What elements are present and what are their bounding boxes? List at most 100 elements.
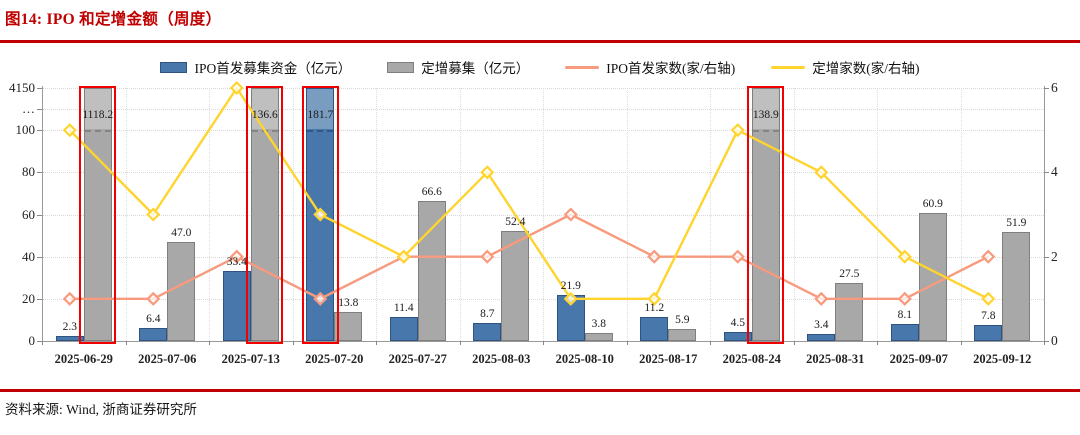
x-axis-tick: [1044, 341, 1045, 345]
gridline-vertical: [877, 88, 878, 341]
x-axis-label: 2025-08-03: [472, 352, 531, 366]
bar-value-label: 21.9: [560, 279, 581, 292]
x-axis-label: 2025-08-24: [722, 352, 781, 366]
y-axis-right-tick-label: 6: [1051, 80, 1058, 95]
x-axis-label: 2025-09-07: [889, 352, 948, 366]
y-axis-tick: [37, 214, 42, 216]
y-axis-right-tick-label: 4: [1051, 164, 1058, 180]
line-swatch-icon: [565, 65, 600, 69]
title-divider: [0, 40, 1080, 43]
bar-value-label: 136.6: [251, 109, 278, 121]
x-axis-tick: [543, 341, 544, 345]
y-axis-left: [42, 86, 43, 341]
legend-item-ipo-count: IPO首发家数(家/右轴): [565, 57, 735, 77]
y-axis-tick: [37, 172, 42, 174]
bar-ipo-funds: [890, 323, 919, 341]
bar-dingzeng-funds: [167, 241, 196, 341]
bar-ipo-funds: [723, 331, 752, 341]
y-axis-tick-label: …: [22, 101, 35, 117]
y-axis-tick: [37, 256, 42, 258]
bar-ipo-funds: [807, 333, 836, 341]
x-axis-tick: [710, 341, 711, 345]
y-axis-right-tick: [1044, 341, 1049, 342]
bar-ipo-funds: [139, 327, 168, 341]
gridline-vertical: [543, 88, 544, 341]
chart-legend: IPO首发募集资金（亿元） 定增募集（亿元） IPO首发家数(家/右轴) 定增家…: [0, 57, 1080, 77]
x-axis-tick: [292, 341, 294, 345]
x-axis-tick: [376, 341, 377, 345]
bar-value-label: 138.9: [752, 109, 779, 121]
legend-label: IPO首发家数(家/右轴): [606, 61, 736, 76]
x-axis-tick: [209, 341, 210, 345]
bar-ipo-funds: [974, 324, 1003, 341]
bar-value-label: 27.5: [839, 268, 860, 281]
legend-item-dingzeng-count: 定增家数(家/右轴): [771, 57, 920, 77]
legend-label: IPO首发募集资金（亿元）: [194, 61, 352, 76]
y-axis-right: [1044, 86, 1045, 341]
y-axis-tick: [37, 130, 42, 132]
legend-label: 定增家数(家/右轴): [812, 61, 920, 76]
bar-value-label: 8.1: [897, 308, 912, 321]
bar-value-label: 51.9: [1006, 216, 1027, 229]
x-axis-label: 2025-07-06: [138, 352, 197, 366]
bar-value-label: 33.4: [226, 255, 247, 268]
gridline-vertical: [292, 88, 294, 341]
x-axis-tick: [960, 341, 962, 345]
bar-value-label: 3.8: [591, 317, 606, 330]
y-axis-tick: [37, 88, 42, 89]
highlight-box: [79, 86, 117, 344]
bar-ipo-funds: [389, 316, 418, 341]
highlight-box: [246, 86, 284, 344]
gridline-vertical: [209, 88, 210, 341]
bar-value-label: 4.5: [730, 316, 745, 329]
gridline-vertical: [960, 88, 962, 341]
bar-dingzeng-funds: [668, 328, 697, 341]
bar-value-label: 7.8: [981, 309, 996, 322]
y-axis-tick-label: 100: [15, 122, 36, 138]
x-axis-label: 2025-08-31: [806, 352, 865, 366]
bar-value-label: 8.7: [480, 307, 495, 320]
x-axis-tick: [42, 341, 43, 345]
x-axis-label: 2025-07-13: [221, 352, 280, 366]
gridline-vertical: [793, 88, 795, 341]
x-axis-label: 2025-09-12: [973, 352, 1032, 366]
y-axis-tick: [37, 341, 42, 342]
source-text: 资料来源: Wind, 浙商证券研究所: [5, 402, 197, 417]
bar-dingzeng-funds: [334, 311, 363, 341]
y-axis-tick-label: 40: [22, 248, 35, 264]
x-axis-label: 2025-06-29: [54, 352, 113, 366]
gridline-vertical: [459, 88, 461, 341]
bar-value-label: 5.9: [675, 313, 690, 326]
x-axis-label: 2025-07-27: [388, 352, 447, 366]
bar-dingzeng-funds: [584, 332, 613, 341]
y-axis-tick-label: 80: [22, 164, 35, 180]
y-axis-tick-label: 4150: [9, 80, 35, 95]
x-axis-label: 2025-07-20: [305, 352, 364, 366]
bar-value-label: 13.8: [338, 296, 359, 309]
bar-value-label: 47.0: [171, 226, 192, 239]
y-axis-right-tick-label: 2: [1051, 248, 1058, 264]
x-axis-tick: [626, 341, 628, 345]
x-axis-tick: [877, 341, 878, 345]
line-swatch-icon: [771, 65, 806, 69]
bar-value-label: 52.4: [505, 215, 526, 228]
y-axis-tick-label: 60: [22, 206, 35, 222]
x-axis-tick: [793, 341, 795, 345]
bar-value-label: 1118.2: [82, 109, 114, 121]
bar-value-label: 2.3: [62, 321, 77, 334]
bar-value-label: 60.9: [922, 197, 943, 210]
bar-swatch-icon: [387, 61, 415, 73]
y-axis-tick-label: 0: [28, 333, 36, 348]
y-axis-right-tick: [1044, 256, 1049, 258]
y-axis-right-tick: [1044, 172, 1049, 174]
legend-item-dingzeng-funds: 定增募集（亿元）: [387, 57, 529, 77]
bar-value-label: 3.4: [814, 318, 829, 331]
bar-dingzeng-funds: [501, 230, 530, 341]
y-axis-right-tick: [1044, 88, 1049, 89]
bar-value-label: 6.4: [146, 312, 161, 325]
x-axis-tick: [125, 341, 127, 345]
y-axis-tick: [37, 109, 42, 111]
y-axis-right-tick-label: 0: [1051, 333, 1058, 348]
bar-value-label: 66.6: [421, 185, 442, 198]
